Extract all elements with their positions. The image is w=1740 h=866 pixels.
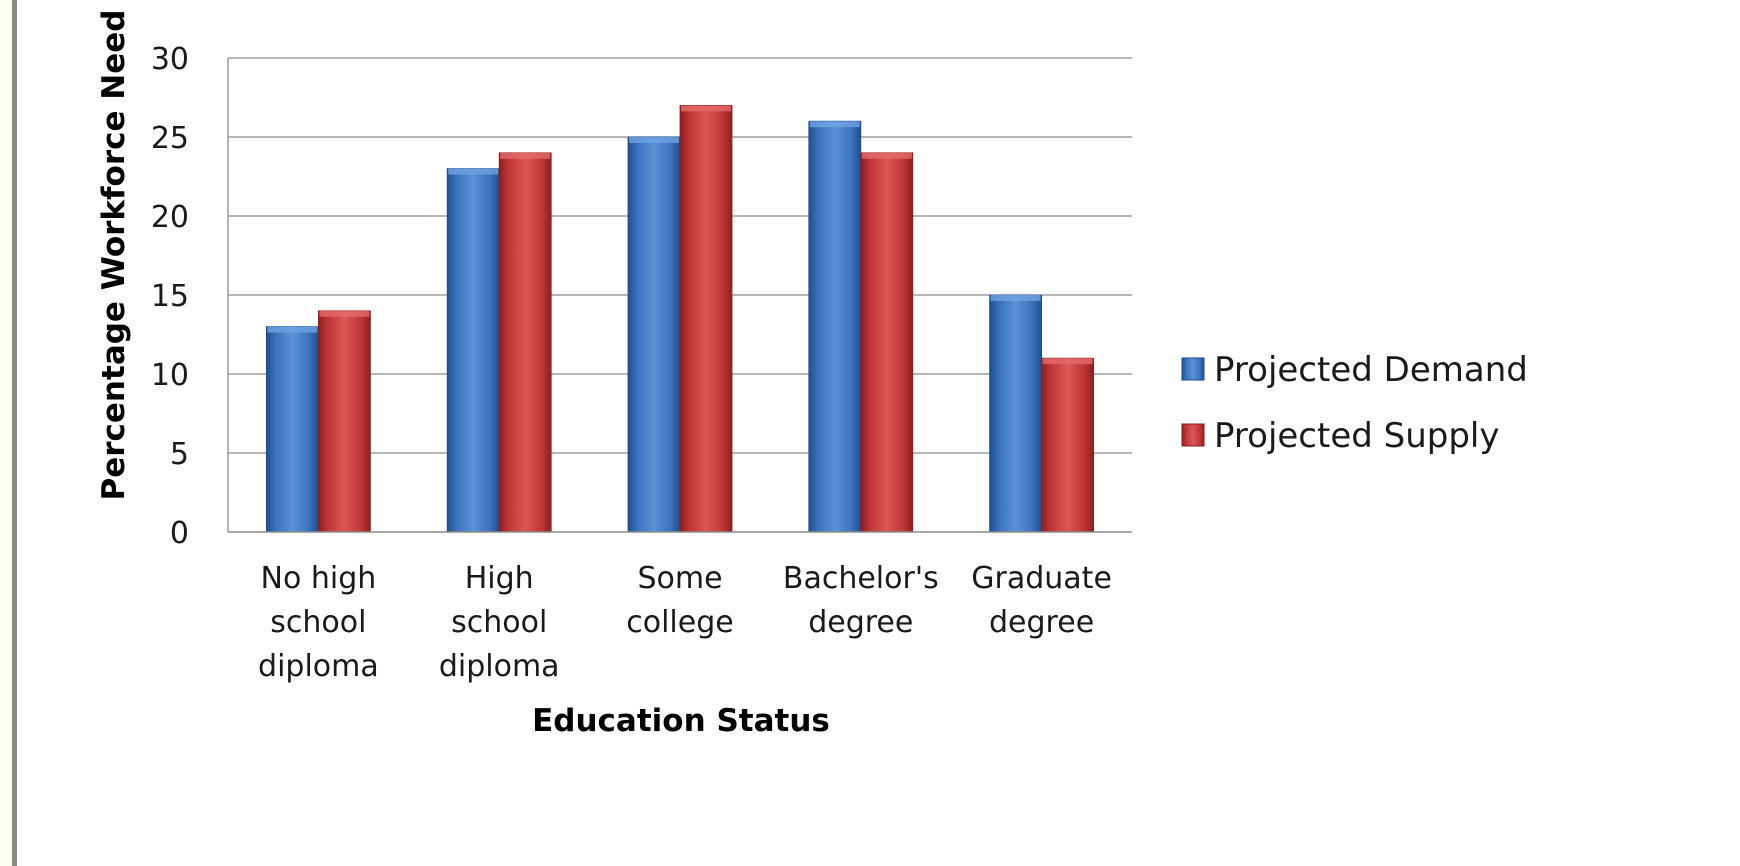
legend-swatch-projected-demand: [1181, 357, 1205, 381]
bar-projected-demand-2: [627, 136, 681, 533]
legend-label-projected-demand: Projected Demand: [1214, 350, 1528, 390]
gridlines: [227, 57, 1132, 532]
bar-bevel: [319, 310, 370, 317]
legend-swatch-projected-supply: [1181, 423, 1205, 447]
bars: [265, 105, 1094, 533]
x-category-label: No high school diploma: [258, 561, 379, 684]
bar-bevel: [500, 152, 551, 159]
bar-bevel: [809, 121, 860, 128]
x-category-label: Bachelor's degree: [783, 561, 939, 640]
bar-bevel: [629, 137, 679, 143]
y-axis-ticks: 0 5 10 15 20 25 30: [151, 42, 189, 551]
bar-bevel: [448, 168, 499, 175]
bar-projected-supply-2: [679, 105, 733, 533]
y-tick-label: 10: [151, 358, 189, 393]
y-tick-label: 30: [151, 42, 189, 77]
y-tick-label: 5: [170, 437, 189, 472]
bar-projected-supply-1: [498, 152, 552, 533]
x-category-label: Graduate degree: [971, 561, 1112, 640]
bar-projected-demand-3: [808, 120, 862, 533]
bar-projected-supply-0: [317, 310, 371, 533]
bar-bevel: [1042, 358, 1093, 365]
bar-projected-demand-1: [446, 168, 500, 533]
legend-label-projected-supply: Projected Supply: [1214, 416, 1500, 456]
x-category-label: High school diploma: [439, 561, 560, 684]
x-category-label: Some college: [626, 561, 733, 640]
bar-projected-supply-3: [860, 152, 914, 533]
y-axis-title: Percentage Workforce Need: [96, 10, 132, 501]
bar-bevel: [681, 105, 731, 112]
y-tick-label: 15: [151, 279, 189, 314]
x-axis-title: Education Status: [532, 703, 830, 739]
bar-bevel: [267, 326, 318, 333]
y-tick-label: 0: [170, 516, 189, 551]
bar-projected-demand-0: [265, 326, 319, 533]
bar-bevel: [990, 295, 1041, 301]
y-tick-label: 25: [151, 121, 189, 156]
y-tick-label: 20: [151, 200, 189, 235]
legend: Projected Demand Projected Supply: [1181, 350, 1528, 456]
bar-chart: 0 5 10 15 20 25 30 No high school diploma High sch…: [96, 10, 1528, 740]
bar-projected-supply-4: [1041, 357, 1094, 533]
bar-bevel: [861, 152, 912, 159]
window-frame-edge: [12, 0, 17, 866]
x-axis-categories: No high school diploma High school diploma Som…: [258, 561, 1112, 684]
chart-panel: 0 5 10 15 20 25 30 No high school diploma High sch…: [17, 0, 1740, 866]
bar-projected-demand-4: [989, 294, 1042, 533]
